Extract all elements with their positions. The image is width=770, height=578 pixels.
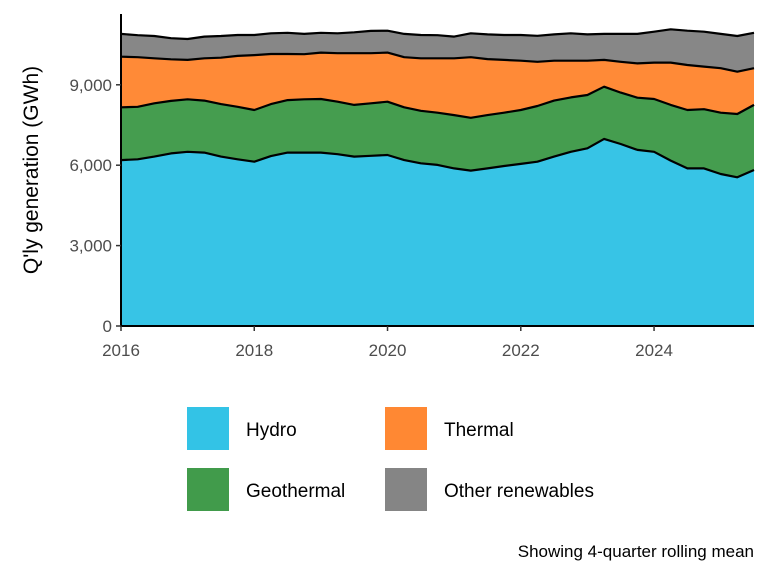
y-tick-label: 9,000 [69, 76, 112, 95]
chart-caption: Showing 4-quarter rolling mean [518, 542, 754, 561]
legend-item-hydro: Hydro [187, 407, 297, 450]
legend-label: Hydro [246, 420, 297, 441]
legend-label: Thermal [444, 420, 514, 441]
x-tick-label: 2016 [102, 341, 140, 360]
legend-label: Geothermal [246, 481, 345, 502]
line-geothermal [120, 85, 755, 119]
line-thermal [120, 51, 755, 73]
y-axis-title: Q'ly generation (GWh) [20, 66, 43, 274]
legend-label: Other renewables [444, 481, 594, 502]
line-hydro [120, 137, 755, 179]
plot-lines [120, 28, 755, 179]
area-geothermal [121, 86, 754, 178]
y-axis-ticks: 0 3,000 6,000 9,000 [69, 76, 121, 336]
y-tick-label: 3,000 [69, 237, 112, 256]
x-tick-label: 2022 [502, 341, 540, 360]
legend-swatch [385, 468, 427, 511]
legend-swatch [187, 407, 229, 450]
plot-areas [121, 29, 754, 326]
y-tick-label: 6,000 [69, 156, 112, 175]
area-other-renewables [121, 29, 754, 72]
legend-item-other-renewables: Other renewables [385, 468, 594, 511]
x-tick-label: 2024 [635, 341, 673, 360]
area-hydro [121, 138, 754, 326]
legend-swatch [385, 407, 427, 450]
legend: Hydro Thermal Geothermal Other renewables [187, 407, 594, 511]
y-tick-label: 0 [103, 317, 112, 336]
x-tick-label: 2020 [369, 341, 407, 360]
legend-item-thermal: Thermal [385, 407, 514, 450]
line-other-renewables [120, 28, 755, 41]
x-axis-ticks: 2016 2018 2020 2022 2024 [102, 326, 673, 360]
x-tick-label: 2018 [235, 341, 273, 360]
legend-item-geothermal: Geothermal [187, 468, 345, 511]
legend-swatch [187, 468, 229, 511]
